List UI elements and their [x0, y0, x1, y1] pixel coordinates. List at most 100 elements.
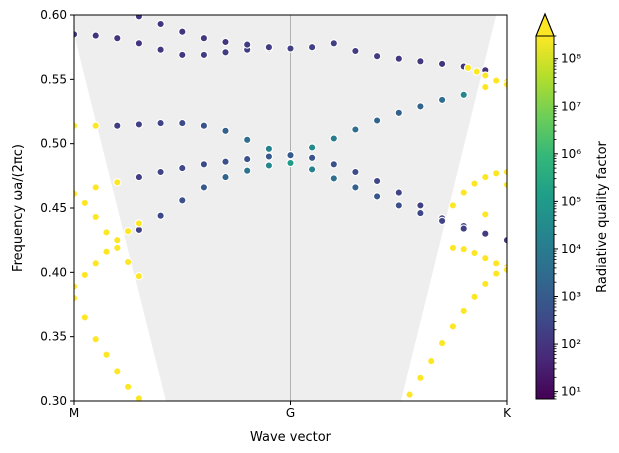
mode-point — [437, 95, 447, 105]
mode-point — [492, 76, 501, 85]
mode-point — [372, 192, 382, 201]
mode-point — [134, 172, 144, 182]
mode-point — [459, 306, 468, 316]
colorbar-tick-label: 10⁷ — [561, 99, 581, 113]
mode-point — [437, 216, 447, 226]
mode-point — [481, 82, 490, 92]
mode-point — [156, 45, 165, 54]
mode-point — [134, 15, 144, 21]
mode-point — [427, 356, 436, 366]
mode-point — [264, 161, 274, 170]
mode-point — [481, 254, 490, 263]
mode-point — [286, 44, 295, 53]
mode-point — [394, 188, 403, 197]
mode-point — [470, 248, 479, 258]
y-tick-label: 0.50 — [40, 137, 67, 151]
mode-point — [394, 108, 403, 117]
y-tick-label: 0.60 — [40, 8, 67, 22]
mode-point — [448, 201, 458, 210]
mode-point — [113, 34, 122, 43]
mode-point — [178, 196, 187, 205]
mode-point — [178, 27, 187, 36]
mode-point — [243, 40, 252, 49]
mode-point — [80, 270, 89, 280]
x-tick-label: K — [503, 406, 512, 420]
mode-point — [113, 243, 122, 253]
mode-point — [351, 125, 360, 134]
mode-point — [448, 243, 458, 253]
mode-point — [437, 59, 447, 69]
mode-point — [286, 151, 295, 160]
colorbar-tick-label: 10⁸ — [561, 52, 581, 66]
plot-area — [74, 15, 507, 401]
colorbar-tick-label: 10⁵ — [561, 194, 581, 208]
y-axis-ticks: 0.30 0.35 0.40 0.45 0.50 0.55 0.60 — [40, 8, 74, 408]
mode-point — [351, 46, 360, 56]
y-tick-label: 0.55 — [40, 72, 67, 86]
colorbar-tick-label: 10⁴ — [561, 242, 581, 256]
y-tick-label: 0.30 — [40, 394, 67, 408]
mode-point — [221, 126, 230, 135]
colorbar: 10¹ 10² 10³ 10⁴ 10⁵ 10⁶ 10⁷ 10⁸ Radiative quali… — [535, 12, 610, 400]
mode-point — [264, 43, 274, 52]
mode-point — [243, 154, 252, 164]
mode-point — [115, 15, 119, 16]
mode-point — [307, 43, 317, 52]
mode-point — [448, 322, 458, 331]
mode-point — [113, 121, 122, 130]
mode-point — [113, 178, 122, 187]
mode-point — [178, 118, 187, 128]
mode-point — [80, 198, 89, 208]
mode-point — [199, 121, 209, 130]
mode-point — [113, 236, 122, 245]
mode-point — [178, 163, 187, 173]
x-tick-label: G — [286, 406, 295, 420]
mode-point — [199, 160, 209, 169]
y-tick-label: 0.40 — [40, 265, 67, 279]
mode-point — [199, 34, 209, 43]
mode-point — [243, 166, 252, 175]
x-tick-label: M — [69, 406, 79, 420]
mode-point — [199, 183, 209, 192]
mode-point — [372, 116, 382, 125]
colorbar-gradient — [536, 36, 554, 399]
mode-point — [243, 135, 252, 144]
mode-point — [394, 201, 403, 210]
mode-point — [286, 158, 295, 168]
y-axis-label: Frequency ωa/(2πc) — [11, 144, 26, 272]
mode-point — [156, 118, 165, 128]
mode-point — [329, 174, 338, 183]
mode-point — [91, 335, 100, 344]
mode-point — [156, 19, 165, 29]
mode-point — [416, 57, 425, 66]
colorbar-tick-label: 10² — [561, 337, 581, 351]
mode-point — [134, 219, 144, 228]
mode-point — [123, 382, 133, 391]
mode-point — [329, 134, 338, 143]
mode-point — [102, 247, 111, 256]
mode-point — [463, 63, 473, 72]
mode-point — [372, 176, 382, 186]
mode-point — [178, 50, 187, 60]
mode-point — [91, 121, 100, 130]
mode-point — [134, 120, 144, 129]
mode-point — [492, 269, 501, 278]
mode-point — [307, 143, 317, 152]
mode-point — [102, 350, 111, 359]
colorbar-tick-label: 10¹ — [561, 385, 581, 399]
mode-point — [459, 224, 468, 233]
mode-point — [472, 67, 481, 76]
mode-point — [307, 153, 317, 162]
mode-point — [329, 160, 338, 169]
light-cone-region — [74, 15, 497, 401]
mode-point — [405, 390, 414, 399]
mode-point — [470, 292, 479, 301]
mode-point — [492, 169, 501, 178]
colorbar-tick-label: 10³ — [561, 290, 581, 304]
mode-point — [221, 48, 230, 57]
mode-point — [459, 188, 468, 197]
mode-point — [459, 90, 468, 99]
mode-point — [481, 210, 490, 219]
mode-point — [221, 172, 230, 182]
mode-point — [416, 102, 425, 111]
